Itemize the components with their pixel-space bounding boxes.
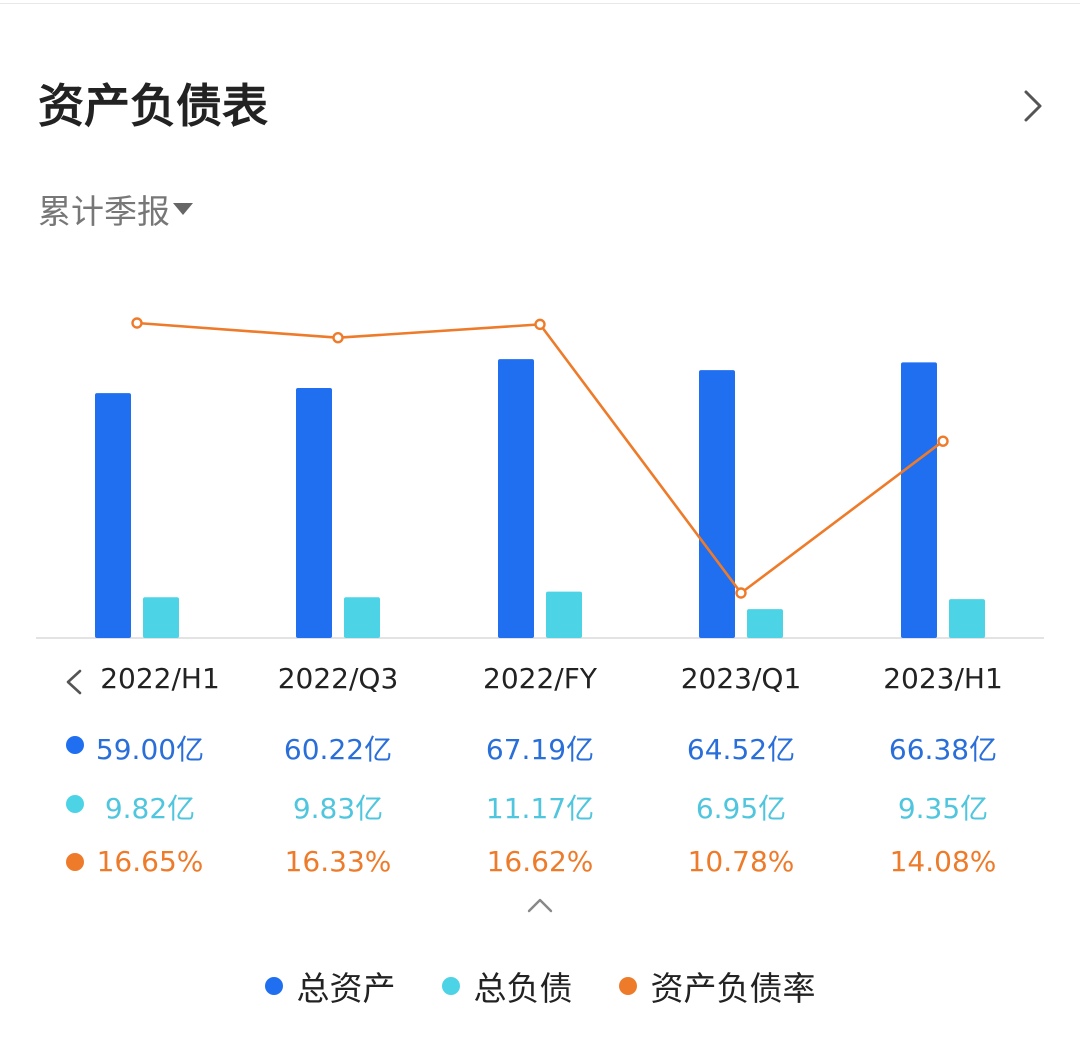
page-title: 资产负债表 <box>38 79 268 133</box>
caret-down-icon <box>173 203 193 215</box>
legend-item-assets[interactable]: 总资产 <box>264 962 396 1010</box>
legend-label-assets: 总资产 <box>296 969 396 1008</box>
ratio-point <box>735 587 747 599</box>
bar-assets <box>901 362 937 638</box>
balance-sheet-chart <box>36 317 1044 639</box>
ratio-line <box>136 321 944 595</box>
value-ratio: 16.62% <box>486 845 594 878</box>
ratio-point <box>937 435 949 447</box>
ratio-point <box>131 317 143 329</box>
bar-liabilities <box>747 609 783 638</box>
value-assets: 60.22亿 <box>283 733 393 766</box>
top-divider <box>0 3 1080 4</box>
x-tick-label: 2023/Q1 <box>680 662 802 695</box>
bar-liabilities <box>344 597 380 638</box>
ratio-point <box>332 332 344 344</box>
ratio-point <box>534 318 546 331</box>
bar-assets <box>95 393 131 638</box>
period-selector-label: 累计季报 <box>38 192 170 231</box>
legend-dot-assets <box>264 977 283 995</box>
bar-assets <box>699 370 735 638</box>
bar-assets <box>498 359 534 638</box>
chevron-up-icon[interactable] <box>526 896 554 914</box>
bar-assets <box>296 388 332 638</box>
value-liabilities: 6.95亿 <box>695 792 787 825</box>
value-assets: 59.00亿 <box>95 733 205 766</box>
row-dot-ratio <box>66 853 84 871</box>
value-liabilities: 9.82亿 <box>104 792 196 825</box>
row-dot-liabilities <box>66 795 84 813</box>
x-tick-label: 2022/H1 <box>100 662 220 695</box>
x-tick-label: 2022/FY <box>483 662 597 695</box>
chevron-right-icon[interactable] <box>1012 84 1052 128</box>
value-ratio: 14.08% <box>889 845 997 878</box>
x-tick-label: 2022/Q3 <box>277 662 399 695</box>
legend-label-ratio: 资产负债率 <box>650 969 816 1008</box>
value-assets: 67.19亿 <box>485 733 595 766</box>
row-dot-assets <box>66 736 84 754</box>
legend-item-ratio[interactable]: 资产负债率 <box>618 962 816 1010</box>
legend-dot-liabilities <box>441 977 460 995</box>
chevron-left-icon[interactable] <box>62 667 86 697</box>
chart-legend: 总资产 总负债 资产负债率 <box>0 962 1080 1010</box>
value-ratio: 16.33% <box>284 845 392 878</box>
period-selector[interactable]: 累计季报 <box>38 185 194 233</box>
value-liabilities: 9.35亿 <box>897 792 989 825</box>
legend-dot-ratio <box>618 977 637 995</box>
bar-liabilities <box>143 597 179 638</box>
bar-liabilities <box>949 599 985 638</box>
value-ratio: 16.65% <box>96 845 204 878</box>
value-liabilities: 11.17亿 <box>485 792 595 825</box>
value-ratio: 10.78% <box>687 845 795 878</box>
x-tick-label: 2023/H1 <box>883 662 1003 695</box>
value-assets: 66.38亿 <box>888 733 998 766</box>
value-liabilities: 9.83亿 <box>292 792 384 825</box>
bar-liabilities <box>546 591 582 638</box>
legend-label-liabilities: 总负债 <box>473 969 573 1008</box>
legend-item-liabilities[interactable]: 总负债 <box>441 962 573 1010</box>
value-assets: 64.52亿 <box>686 733 796 766</box>
